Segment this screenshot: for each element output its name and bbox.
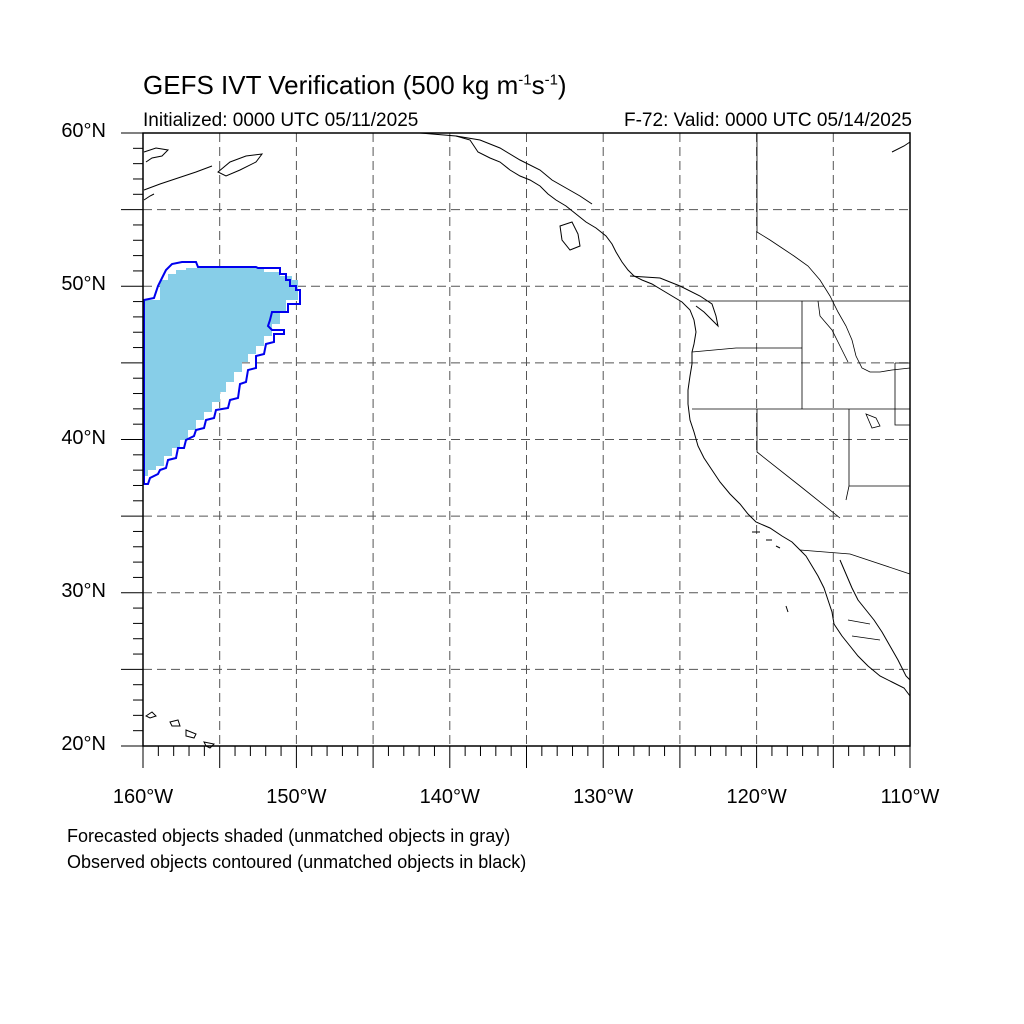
lat-tick-label: 60°N [61,120,106,142]
political-borders [690,133,911,641]
chart-title: GEFS IVT Verification (500 kg m-1s-1) [143,70,567,100]
lon-tick-label: 120°W [726,786,787,808]
lon-tick-label: 110°W [880,786,940,808]
lat-tick-label: 50°N [61,273,106,296]
forecast-footnote: Forecasted objects shaded (unmatched obj… [67,826,511,846]
axis-ticks [121,132,911,768]
lon-tick-label: 130°W [573,786,634,808]
lat-tick-label: 20°N [61,733,106,755]
forecast-ivt-object [144,268,298,476]
lon-tick-label: 150°W [266,786,327,808]
lat-tick-label: 30°N [61,579,106,602]
lon-tick-label: 140°W [419,786,480,808]
observed-ivt-contour [143,261,301,485]
lon-tick-label: 160°W [112,786,174,808]
graticule [143,133,910,746]
initialized-time: Initialized: 0000 UTC 05/11/2025 [143,110,419,131]
observed-footnote: Observed objects contoured (unmatched ob… [67,852,527,872]
lat-tick-label: 40°N [61,426,106,449]
valid-time: F-72: Valid: 0000 UTC 05/14/2025 [624,110,912,131]
